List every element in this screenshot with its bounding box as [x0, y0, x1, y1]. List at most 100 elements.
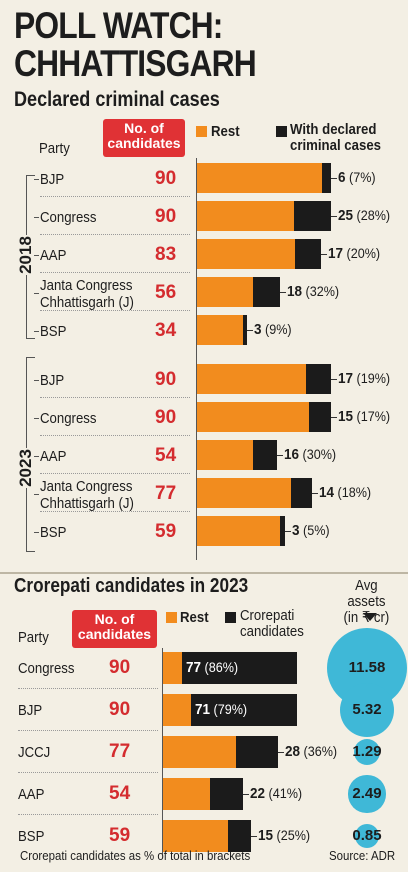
candidate-count: 90 — [155, 206, 177, 227]
party-label: BSP — [18, 828, 45, 845]
value-label: 28 (36%) — [285, 743, 337, 760]
value-label: 16 (30%) — [284, 446, 336, 463]
value-connector — [277, 455, 283, 456]
crorepati-pct: (79%) — [209, 701, 247, 717]
avg-assets-value: 0.85 — [352, 827, 382, 844]
bar-rest — [162, 652, 182, 684]
avg-assets-value: 1.29 — [352, 743, 382, 760]
year-label-2023: 2023 — [16, 448, 36, 488]
value-label: 3 (9%) — [254, 321, 292, 338]
tick-mark — [34, 418, 39, 419]
value-label: 15 (17%) — [338, 408, 390, 425]
crorepati-pct: (25%) — [272, 827, 310, 843]
page-title-state: CHHATTISGARH — [14, 43, 257, 84]
criminal-pct: (18%) — [333, 484, 371, 500]
party-label: BSP — [40, 524, 67, 541]
value-label: 14 (18%) — [319, 484, 371, 501]
candidate-count: 54 — [155, 445, 177, 466]
legend-rest-swatch — [196, 126, 207, 137]
legend-rest-label: Rest — [211, 123, 240, 140]
bar-criminal — [308, 402, 331, 432]
crorepati-count: 77 — [185, 659, 201, 676]
value-label: 3 (5%) — [292, 522, 330, 539]
row-separator — [40, 473, 190, 475]
value-label: 77 (86%) — [186, 659, 238, 676]
bar-rest — [196, 277, 253, 307]
tick-mark — [34, 217, 39, 218]
bar-rest — [196, 163, 322, 193]
tick-mark — [34, 494, 39, 495]
bar-rest — [162, 694, 191, 726]
value-label: 6 (7%) — [338, 169, 376, 186]
criminal-pct: (20%) — [342, 245, 380, 261]
row-separator — [18, 730, 158, 732]
column-header-candidates: No. of candidates — [103, 119, 185, 157]
bar-rest — [162, 820, 228, 852]
bar-criminal — [290, 478, 312, 508]
legend-rest-swatch-2 — [166, 612, 177, 623]
value-label: 22 (41%) — [250, 785, 302, 802]
value-label: 17 (20%) — [328, 245, 380, 262]
tick-mark — [34, 532, 39, 533]
row-separator — [40, 272, 190, 274]
value-connector — [320, 254, 327, 255]
crorepati-count: 71 — [194, 701, 210, 718]
candidate-count: 83 — [155, 244, 177, 265]
party-label: Janta Congress Chhattisgarh (J) — [40, 277, 134, 311]
value-label: 71 (79%) — [195, 701, 247, 718]
party-label: Congress — [40, 209, 97, 226]
party-label: JCCJ — [18, 744, 51, 761]
bar-criminal — [242, 315, 247, 345]
crorepati-pct: (86%) — [200, 659, 238, 675]
criminal-count: 14 — [318, 484, 334, 501]
bar-rest — [196, 440, 253, 470]
candidate-count: 90 — [155, 369, 177, 390]
legend-crorepati-swatch — [225, 612, 236, 623]
legend-rest-label-2: Rest — [180, 609, 209, 626]
party-label: AAP — [18, 786, 45, 803]
party-label: BJP — [40, 372, 65, 389]
candidate-count: 90 — [109, 699, 131, 720]
source-note: Source: ADR — [329, 848, 396, 863]
party-label: BSP — [40, 323, 67, 340]
criminal-count: 6 — [338, 169, 346, 186]
party-label: BJP — [40, 171, 65, 188]
party-label: BJP — [18, 702, 43, 719]
value-connector — [284, 531, 291, 532]
bar-axis — [196, 158, 197, 560]
value-connector — [331, 417, 337, 418]
party-label: AAP — [40, 247, 67, 264]
row-separator — [40, 196, 190, 198]
value-connector — [243, 794, 249, 795]
value-label: 15 (25%) — [258, 827, 310, 844]
criminal-count: 17 — [338, 370, 354, 387]
avg-assets-bubble — [353, 738, 381, 766]
bar-rest — [196, 516, 280, 546]
value-label: 17 (19%) — [338, 370, 390, 387]
value-connector — [331, 379, 337, 380]
value-connector — [280, 292, 286, 293]
criminal-count: 16 — [284, 446, 300, 463]
candidate-count: 56 — [155, 282, 177, 303]
bar-rest — [196, 201, 294, 231]
candidate-count: 90 — [109, 657, 131, 678]
tick-mark — [34, 179, 39, 180]
criminal-pct: (5%) — [299, 522, 330, 538]
value-connector — [311, 493, 318, 494]
crorepati-count: 28 — [284, 743, 300, 760]
criminal-count: 17 — [327, 245, 343, 262]
criminal-pct: (28%) — [353, 207, 391, 223]
legend-crorepati-label: Crorepati candidates — [240, 607, 304, 640]
criminal-pct: (7%) — [345, 169, 376, 185]
bar-crorepati — [235, 736, 278, 768]
row-separator — [18, 772, 158, 774]
bar-criminal — [253, 440, 277, 470]
tick-mark — [34, 380, 39, 381]
row-separator — [40, 397, 190, 399]
party-label: Congress — [18, 660, 75, 677]
candidate-count: 54 — [109, 783, 131, 804]
value-label: 18 (32%) — [287, 283, 339, 300]
avg-assets-value: 5.32 — [352, 701, 382, 718]
criminal-pct: (9%) — [261, 321, 292, 337]
avg-assets-bubble — [348, 775, 386, 813]
